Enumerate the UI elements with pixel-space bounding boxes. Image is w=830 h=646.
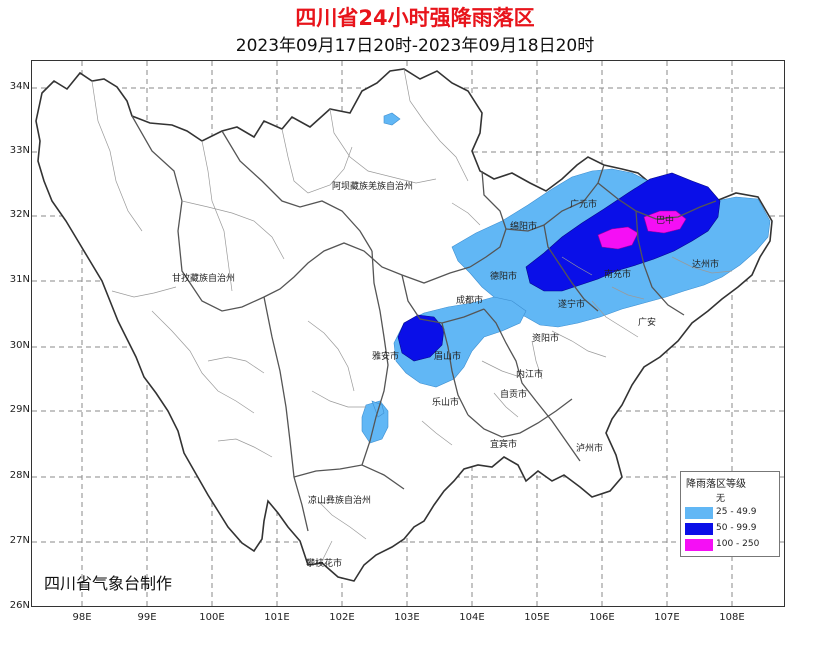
- y-label-27n: 27N: [9, 535, 30, 546]
- label-mianyang: 绵阳市: [510, 220, 537, 232]
- y-label-31n: 31N: [9, 274, 30, 285]
- label-suining: 遂宁市: [558, 298, 585, 310]
- x-label-100e: 100E: [199, 612, 225, 623]
- legend-row-100: 100 - 250: [685, 538, 777, 552]
- label-ganzi: 甘孜藏族自治州: [172, 272, 235, 284]
- x-label-108e: 108E: [719, 612, 745, 623]
- county-boundaries: [91, 68, 733, 562]
- x-label-98e: 98E: [72, 612, 92, 623]
- map-subtitle: 2023年09月17日20时-2023年09月18日20时: [235, 36, 595, 56]
- y-label-33n: 33N: [9, 145, 30, 156]
- legend-label-50: 50 - 99.9: [716, 523, 757, 533]
- label-deyang: 德阳市: [490, 270, 517, 282]
- x-label-106e: 106E: [589, 612, 615, 623]
- label-luzhou: 泸州市: [576, 442, 603, 454]
- y-label-28n: 28N: [9, 470, 30, 481]
- label-yibin: 宜宾市: [490, 438, 517, 450]
- label-neijiang: 内江市: [516, 368, 543, 380]
- label-chengdu: 成都市: [456, 294, 483, 306]
- label-nanchong: 南充市: [604, 268, 631, 280]
- label-yaan: 雅安市: [372, 350, 399, 362]
- x-label-101e: 101E: [264, 612, 290, 623]
- label-leshan: 乐山市: [432, 396, 459, 408]
- map-frame: 阿坝藏族羌族自治州 甘孜藏族自治州 凉山彝族自治州 广元市 绵阳市 巴中 德阳市…: [31, 60, 785, 607]
- legend-label-none: 无: [716, 494, 726, 504]
- legend-row-25: 25 - 49.9: [685, 506, 777, 520]
- x-label-107e: 107E: [654, 612, 680, 623]
- legend-swatch-25: [685, 507, 713, 519]
- credit-text: 四川省气象台制作: [44, 574, 173, 593]
- region-labels: 阿坝藏族羌族自治州 甘孜藏族自治州 凉山彝族自治州 广元市 绵阳市 巴中 德阳市…: [172, 180, 719, 569]
- x-label-99e: 99E: [137, 612, 157, 623]
- label-dazhou: 达州市: [692, 258, 719, 270]
- x-label-105e: 105E: [524, 612, 550, 623]
- sichuan-map: 阿坝藏族羌族自治州 甘孜藏族自治州 凉山彝族自治州 广元市 绵阳市 巴中 德阳市…: [32, 61, 784, 606]
- label-aba: 阿坝藏族羌族自治州: [332, 180, 413, 192]
- y-label-34n: 34N: [9, 81, 30, 92]
- legend-swatch-50: [685, 523, 713, 535]
- x-label-102e: 102E: [329, 612, 355, 623]
- rain-zone-severe: [597, 210, 687, 250]
- map-title: 四川省24小时强降雨落区: [295, 6, 535, 30]
- legend-swatch-100: [685, 539, 713, 551]
- legend-title: 降雨落区等级: [686, 479, 746, 490]
- y-label-29n: 29N: [9, 404, 30, 415]
- label-ziyang: 资阳市: [532, 332, 559, 344]
- label-panzhihua: 攀枝花市: [306, 557, 342, 569]
- y-label-26n: 26N: [9, 600, 30, 611]
- y-label-32n: 32N: [9, 209, 30, 220]
- y-label-30n: 30N: [9, 340, 30, 351]
- label-meishan: 眉山市: [434, 350, 461, 362]
- label-bazhong: 巴中: [656, 214, 674, 226]
- legend-swatch-none: [685, 491, 713, 503]
- x-label-104e: 104E: [459, 612, 485, 623]
- legend-row-none: 无: [685, 490, 777, 504]
- label-liangshan: 凉山彝族自治州: [308, 494, 371, 506]
- legend-row-50: 50 - 99.9: [685, 522, 777, 536]
- label-guangyuan: 广元市: [570, 198, 597, 210]
- label-zigong: 自贡市: [500, 388, 527, 400]
- label-guangan: 广安: [638, 316, 656, 328]
- x-label-103e: 103E: [394, 612, 420, 623]
- prefecture-boundaries: [131, 115, 717, 532]
- legend-label-100: 100 - 250: [716, 539, 760, 549]
- legend-label-25: 25 - 49.9: [716, 507, 757, 517]
- legend: 降雨落区等级 无 25 - 49.9 50 - 99.9 100 - 250: [680, 471, 780, 557]
